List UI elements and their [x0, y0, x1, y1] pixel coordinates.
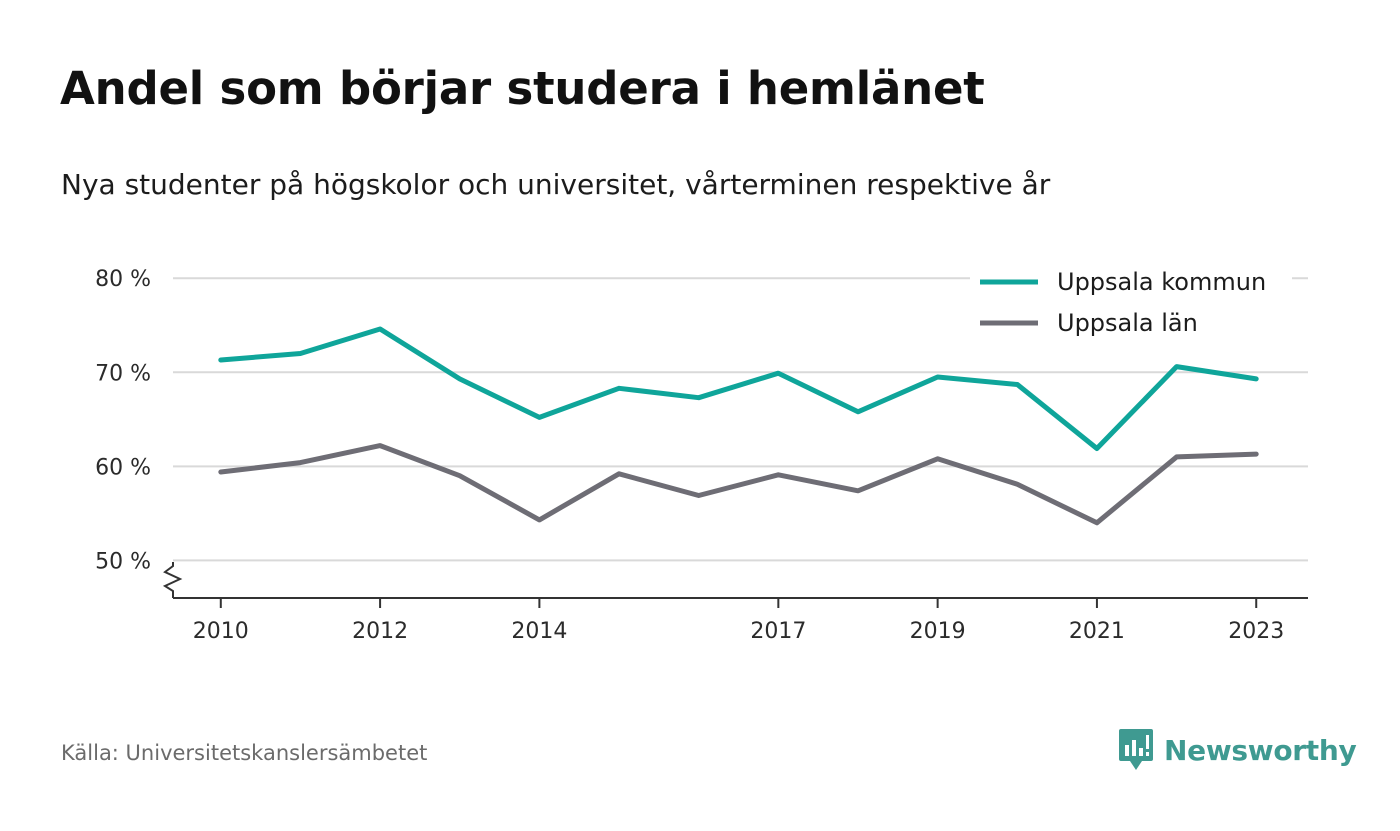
series-line-uppsala-lan	[218, 443, 1259, 526]
chart-title: Andel som börjar studera i hemlänet	[60, 62, 985, 115]
x-tick-label: 2023	[1228, 619, 1284, 644]
legend: Uppsala kommun Uppsala län	[970, 262, 1292, 344]
x-tick-label: 2012	[352, 619, 408, 644]
x-tick-label: 2014	[511, 619, 567, 644]
x-axis	[162, 562, 1308, 599]
y-tick-label: 60 %	[95, 455, 151, 480]
brand[interactable]: Newsworthy	[1118, 728, 1357, 772]
newsworthy-logo-icon	[1119, 729, 1153, 770]
axis-break-icon	[162, 562, 183, 598]
legend-label: Uppsala kommun	[1057, 268, 1266, 296]
source-note: Källa: Universitetskanslersämbetet	[61, 741, 428, 765]
x-tick-label: 2010	[193, 619, 249, 644]
x-tick-label: 2017	[750, 619, 806, 644]
line-chart: 50 % 60 % 70 % 80 % 2010 2012 2014 2017 2019 202…	[95, 262, 1308, 644]
y-axis-ticks: 50 % 60 % 70 % 80 %	[95, 267, 151, 574]
legend-background	[970, 262, 1292, 344]
series-line-uppsala-kommun	[218, 326, 1259, 451]
legend-label: Uppsala län	[1057, 309, 1198, 337]
x-axis-ticks: 2010 2012 2014 2017 2019 2021 2023	[193, 598, 1284, 644]
chart-subtitle: Nya studenter på högskolor och universit…	[61, 168, 1051, 201]
brand-name: Newsworthy	[1164, 733, 1357, 767]
x-tick-label: 2019	[910, 619, 966, 644]
y-tick-label: 50 %	[95, 549, 151, 574]
y-tick-label: 80 %	[95, 267, 151, 292]
y-tick-label: 70 %	[95, 361, 151, 386]
x-tick-label: 2021	[1069, 619, 1125, 644]
series-lines	[218, 326, 1259, 526]
